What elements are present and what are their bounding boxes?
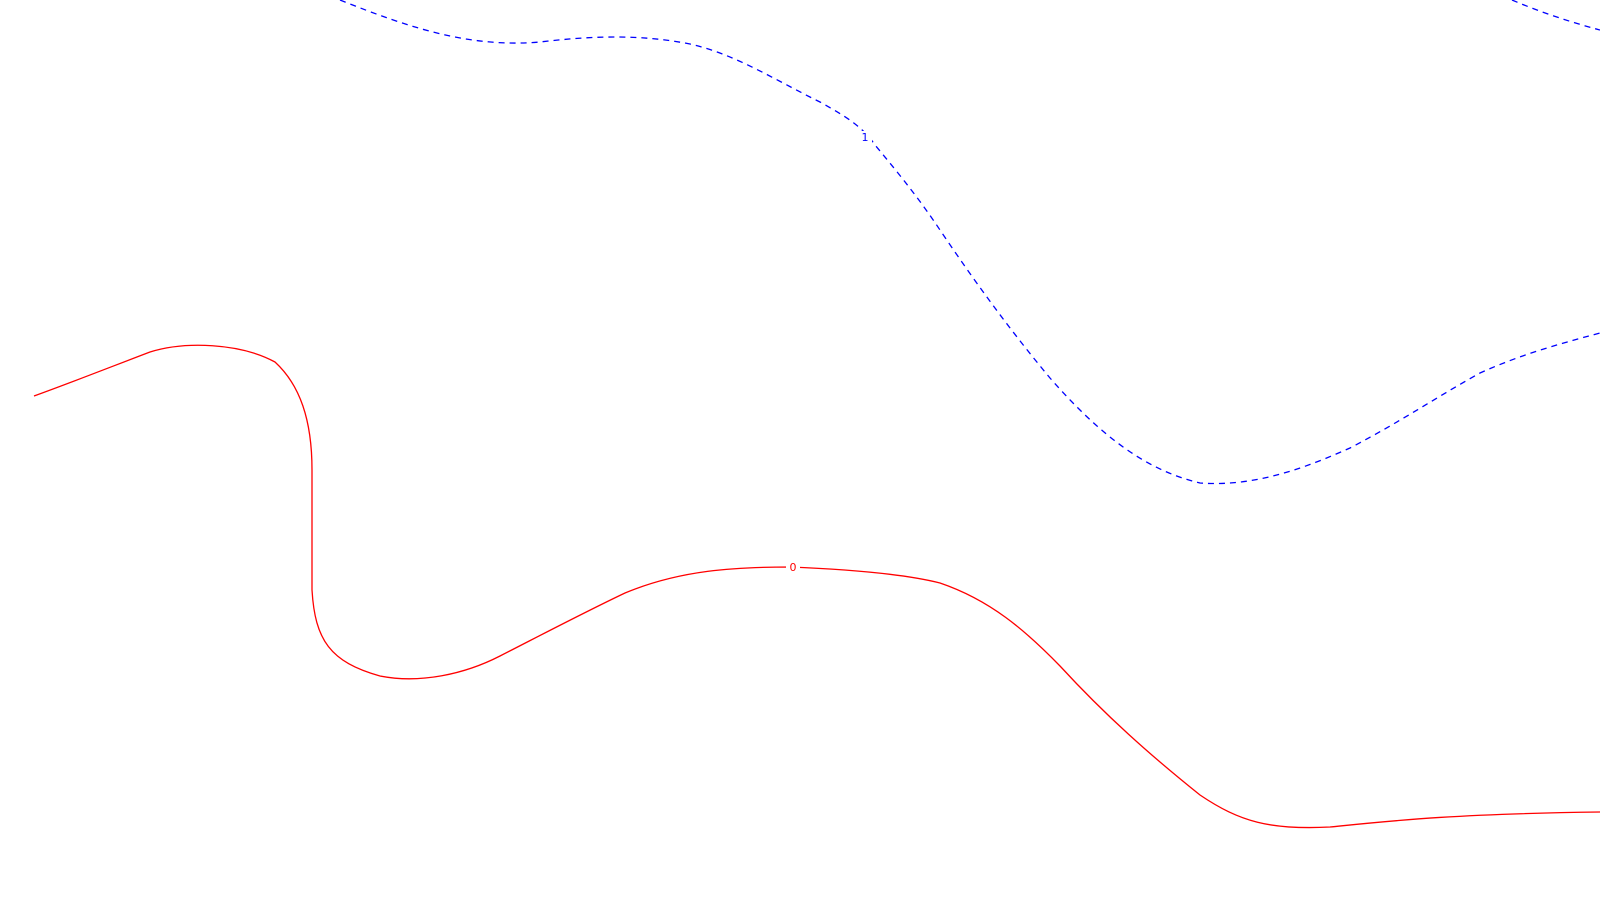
contour-line-level-0 xyxy=(33,344,1600,829)
contour-label-1: 1 xyxy=(862,131,869,144)
contour-label-0-background xyxy=(786,561,800,574)
contour-line-level-1-corner xyxy=(1511,0,1600,31)
contour-line-level-1 xyxy=(339,0,1600,485)
contour-label-0: 0 xyxy=(790,561,797,574)
contour-label-1-background xyxy=(858,131,872,144)
